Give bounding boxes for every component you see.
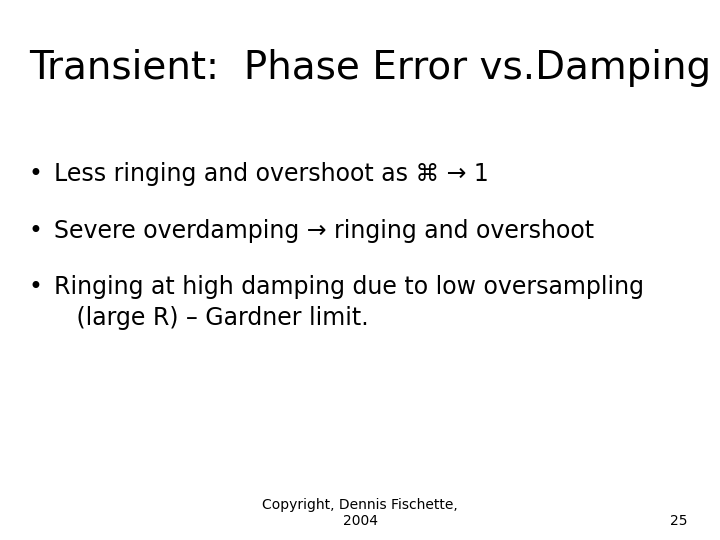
Text: Copyright, Dennis Fischette,
2004: Copyright, Dennis Fischette, 2004: [262, 498, 458, 528]
Text: Less ringing and overshoot as ⌘ → 1: Less ringing and overshoot as ⌘ → 1: [54, 162, 489, 186]
Text: Severe overdamping → ringing and overshoot: Severe overdamping → ringing and oversho…: [54, 219, 594, 242]
Text: Ringing at high damping due to low oversampling
   (large R) – Gardner limit.: Ringing at high damping due to low overs…: [54, 275, 644, 330]
Text: 25: 25: [670, 514, 688, 528]
Text: •: •: [29, 162, 42, 186]
Text: Transient:  Phase Error vs.Damping: Transient: Phase Error vs.Damping: [29, 49, 711, 86]
Text: •: •: [29, 219, 42, 242]
Text: •: •: [29, 275, 42, 299]
